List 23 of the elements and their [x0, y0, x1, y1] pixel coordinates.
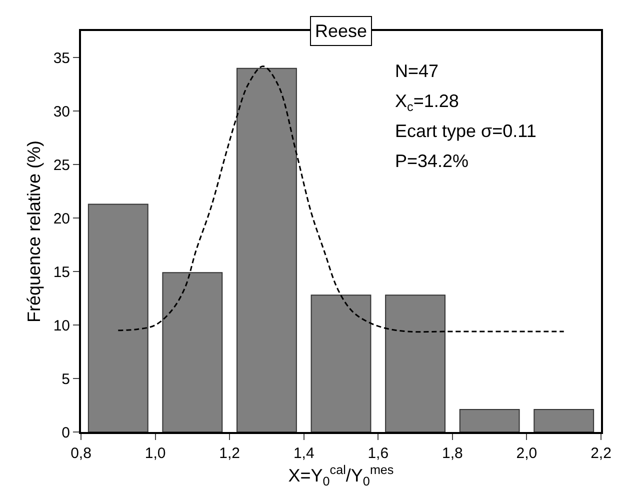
y-tick-label: 0: [62, 424, 70, 442]
x-tick-label: 1,0: [144, 445, 166, 462]
y-tick-label: 5: [62, 370, 70, 388]
annotation: Ecart type σ=0.11: [395, 121, 536, 141]
y-tick-label: 25: [53, 156, 70, 174]
x-tick-label: 2,2: [590, 445, 612, 462]
x-tick-label: 1,6: [368, 445, 389, 462]
y-tick-label: 30: [53, 103, 70, 120]
annotation: X$_{c}$=1.28: [395, 91, 459, 114]
annotation: N=47: [395, 61, 439, 81]
line-series: [117, 66, 565, 333]
x-tick-label: 0,8: [70, 445, 92, 462]
x-tick-label: 1,4: [293, 445, 314, 462]
annotation: P=34.2%: [395, 151, 469, 171]
y-tick-label: 20: [53, 210, 70, 228]
x-tick-label: 1,8: [442, 445, 463, 462]
x-tick-label: 1,2: [219, 445, 240, 462]
y-axis-title: Fréquence relative (%): [24, 140, 44, 323]
x-tick-label: 2,0: [516, 445, 538, 462]
chart-title: Reese: [315, 21, 368, 41]
y-tick-label: 15: [53, 264, 70, 281]
y-tick-label: 10: [53, 317, 70, 334]
y-tick-label: 35: [53, 50, 70, 67]
